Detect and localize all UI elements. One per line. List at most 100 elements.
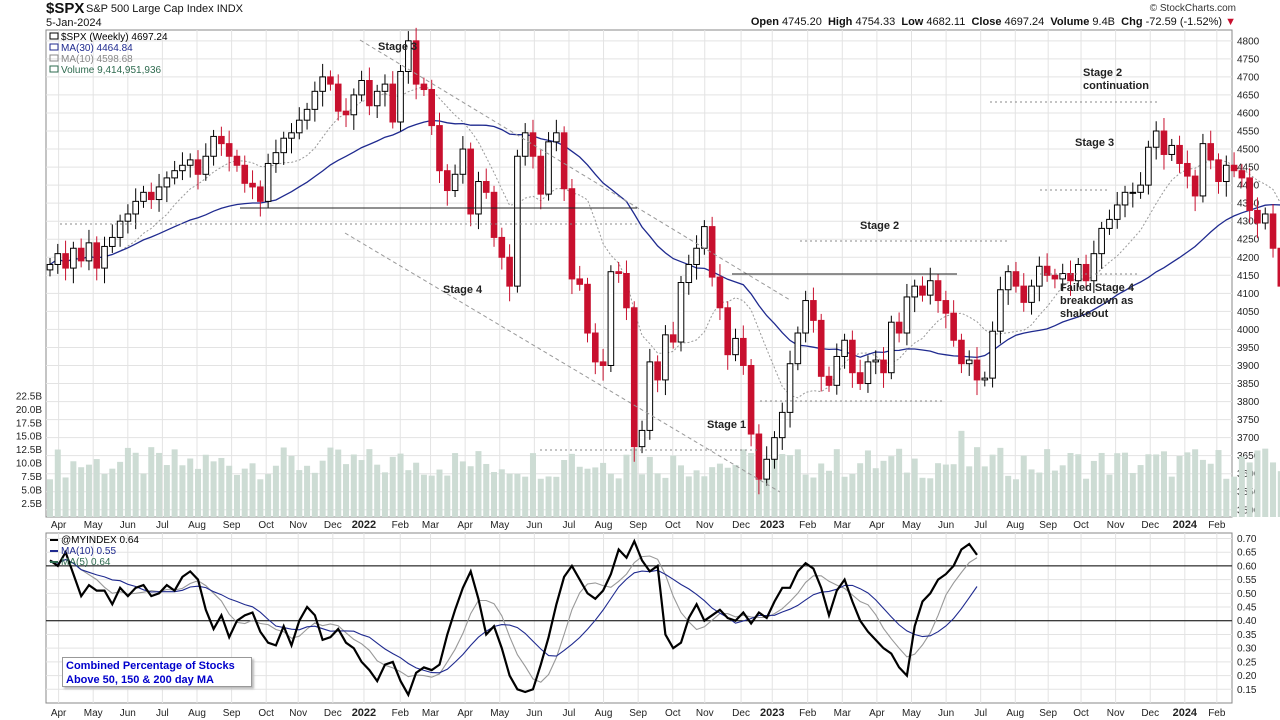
symbol: $SPX (46, 0, 85, 17)
candle-up (553, 132, 560, 143)
volume-bar (802, 474, 809, 517)
copyright: © StockCharts.com (1149, 3, 1236, 14)
candle-down (194, 159, 202, 175)
legend-entry: @MYINDEX 0.64 (61, 535, 139, 546)
volume-bar (864, 450, 871, 517)
candle-up (405, 40, 412, 72)
x-tick-label: Dec (1141, 708, 1159, 719)
candle-up (1074, 263, 1082, 282)
candle-up (303, 108, 311, 121)
candle-down (1246, 177, 1253, 211)
volume-bar (374, 464, 381, 517)
legend-entry: MA(5) 0.64 (61, 557, 111, 568)
volume-bar (709, 467, 716, 517)
candle-down (412, 40, 420, 85)
volume-bar (1184, 452, 1191, 517)
candle-up (794, 332, 802, 365)
volume-tick-label: 17.5B (16, 418, 42, 429)
volume-bar (506, 473, 513, 517)
x-tick-label: Dec (732, 520, 750, 531)
x-tick-label: Sep (1039, 520, 1057, 531)
x-tick-label: Nov (1107, 520, 1125, 531)
candle-up (163, 177, 171, 188)
candle-up (109, 236, 116, 247)
candle-down (482, 181, 490, 193)
candle-down (950, 312, 957, 341)
volume-bar (335, 449, 342, 517)
candle-down (1269, 213, 1277, 249)
candle-down (1020, 285, 1028, 303)
candle-up (280, 137, 287, 154)
x-tick-label: Apr (457, 520, 473, 531)
volume-bar (966, 466, 973, 517)
candle-up (295, 119, 303, 134)
volume-bar (677, 465, 684, 517)
volume-bar (296, 470, 303, 517)
candle-up (46, 263, 54, 271)
candle-down (249, 182, 256, 188)
candle-down (506, 256, 513, 287)
indicator-tick-label: 0.30 (1237, 644, 1257, 655)
indicator-tick-label: 0.15 (1237, 685, 1257, 696)
candle-up (911, 285, 918, 298)
legend-swatch (49, 54, 59, 62)
volume-bar (265, 474, 272, 517)
volume-bar (304, 465, 311, 517)
volume-bar (78, 467, 85, 517)
legend-entry: MA(30) 4464.84 (61, 43, 133, 54)
candle-down (1215, 159, 1222, 183)
candle-down (895, 321, 903, 334)
volume-bar (1020, 455, 1027, 517)
volume-bar (241, 468, 248, 517)
volume-bar (1137, 465, 1144, 517)
legend-swatch (49, 32, 59, 40)
candle-down (467, 148, 474, 215)
indicator-ma5-line (49, 555, 978, 683)
volume-bar (1106, 474, 1113, 517)
x-tick-label: Aug (595, 520, 613, 531)
volume-bar (54, 449, 61, 517)
volume-bar (459, 461, 466, 517)
candle-up (693, 247, 700, 265)
volume-bar (319, 460, 326, 517)
volume-bar (974, 447, 981, 517)
high-label: High (827, 16, 853, 28)
y-tick-label: 3850 (1237, 379, 1260, 390)
candle-up (1121, 191, 1129, 206)
candle-up (778, 411, 786, 439)
volume-bar (233, 474, 240, 517)
volume-bar (1005, 475, 1012, 517)
stage-annotation: Failed Stage 4 (1060, 282, 1135, 294)
x-tick-label: May (902, 708, 921, 719)
candle-down (747, 364, 755, 435)
low-label: Low (901, 16, 924, 28)
candle-up (1199, 143, 1207, 197)
stage-annotation: Stage 2 (860, 220, 899, 232)
candle-up (1222, 164, 1230, 183)
volume-bar (1075, 454, 1082, 517)
volume-bar (483, 463, 490, 517)
volume-bar (631, 448, 638, 517)
candle-down (327, 76, 334, 85)
x-tick-label: Feb (392, 708, 410, 719)
volume-bar (545, 476, 552, 517)
x-tick-label: Mar (422, 708, 440, 719)
volume-bar (787, 455, 794, 517)
candle-up (171, 170, 178, 179)
candle-up (662, 334, 669, 381)
candle-down (810, 300, 817, 321)
volume-bar (257, 479, 264, 517)
legend-swatch (49, 43, 59, 51)
volume-bar (389, 456, 396, 517)
volume-bar (202, 454, 209, 517)
candle-down (1230, 164, 1238, 172)
x-tick-label: Jul (156, 708, 169, 719)
x-tick-label: 2023 (760, 519, 784, 531)
candle-down (436, 125, 443, 172)
y-tick-label: 4500 (1237, 145, 1260, 156)
volume-bar (584, 468, 591, 517)
candle-down (443, 170, 451, 192)
volume-bar (1192, 449, 1199, 517)
volume-bar (101, 473, 108, 517)
chg-value: -72.59 (-1.52%) (1145, 16, 1223, 28)
